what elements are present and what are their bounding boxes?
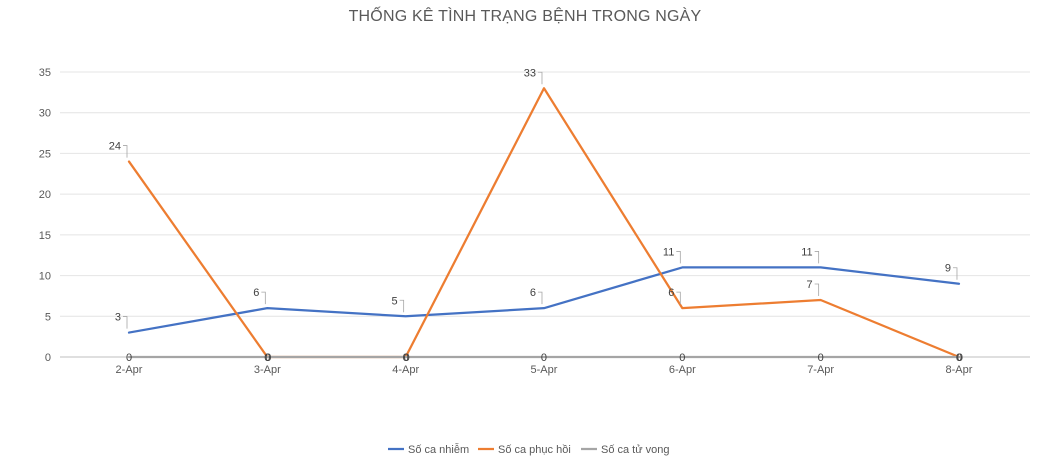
data-label: 5 xyxy=(392,295,398,307)
data-label: 6 xyxy=(530,287,536,299)
x-tick-label: 3-Apr xyxy=(254,364,281,376)
y-tick-label: 30 xyxy=(39,108,51,120)
x-tick-label: 5-Apr xyxy=(531,364,558,376)
x-tick-label: 8-Apr xyxy=(946,364,973,376)
data-label: 0 xyxy=(956,352,962,364)
data-label: 0 xyxy=(957,352,963,364)
x-tick-label: 2-Apr xyxy=(116,364,143,376)
series-line-0 xyxy=(127,266,961,334)
data-label: 24 xyxy=(109,141,121,153)
data-label-leader xyxy=(123,145,128,158)
data-label-leader xyxy=(399,299,405,313)
data-label-leader xyxy=(676,291,681,305)
data-label: 7 xyxy=(807,279,813,291)
y-tick-label: 0 xyxy=(45,352,51,364)
data-label: 0 xyxy=(679,352,685,364)
data-label: 33 xyxy=(524,67,536,79)
x-tick-label: 6-Apr xyxy=(669,364,696,376)
data-label: 0 xyxy=(404,352,410,364)
data-label: 6 xyxy=(253,287,259,299)
data-label-leader xyxy=(952,267,958,280)
legend-label: Số ca nhiễm xyxy=(408,443,469,456)
y-tick-label: 5 xyxy=(45,311,51,323)
data-label-leader xyxy=(814,251,820,264)
data-label: 0 xyxy=(818,352,824,364)
data-label-leader xyxy=(537,71,543,85)
y-tick-label: 25 xyxy=(39,148,51,160)
y-tick-label: 35 xyxy=(39,67,51,79)
data-label-leader xyxy=(676,251,681,264)
data-label: 11 xyxy=(663,246,674,258)
data-label: 0 xyxy=(264,352,270,364)
y-tick-label: 10 xyxy=(39,271,51,283)
legend-label: Số ca tử vong xyxy=(601,444,670,456)
chart-title: THỐNG KÊ TÌNH TRẠNG BỆNH TRONG NGÀY xyxy=(348,8,702,25)
data-label: 0 xyxy=(126,352,132,364)
x-tick-label: 4-Apr xyxy=(392,364,419,376)
data-label-leader xyxy=(123,316,128,329)
y-tick-label: 15 xyxy=(39,230,51,242)
data-label: 0 xyxy=(541,352,547,364)
x-tick-label: 7-Apr xyxy=(807,364,834,376)
data-label-leader xyxy=(261,291,266,305)
data-label: 0 xyxy=(265,352,271,364)
data-label-leader xyxy=(814,283,820,296)
data-label: 0 xyxy=(403,352,409,364)
data-label: 11 xyxy=(801,246,812,258)
data-label: 9 xyxy=(945,263,951,275)
data-label: 3 xyxy=(115,312,121,324)
legend-label: Số ca phục hồi xyxy=(498,444,571,456)
y-tick-label: 20 xyxy=(39,189,51,201)
data-label-leader xyxy=(537,291,543,305)
data-label: 6 xyxy=(668,287,674,299)
